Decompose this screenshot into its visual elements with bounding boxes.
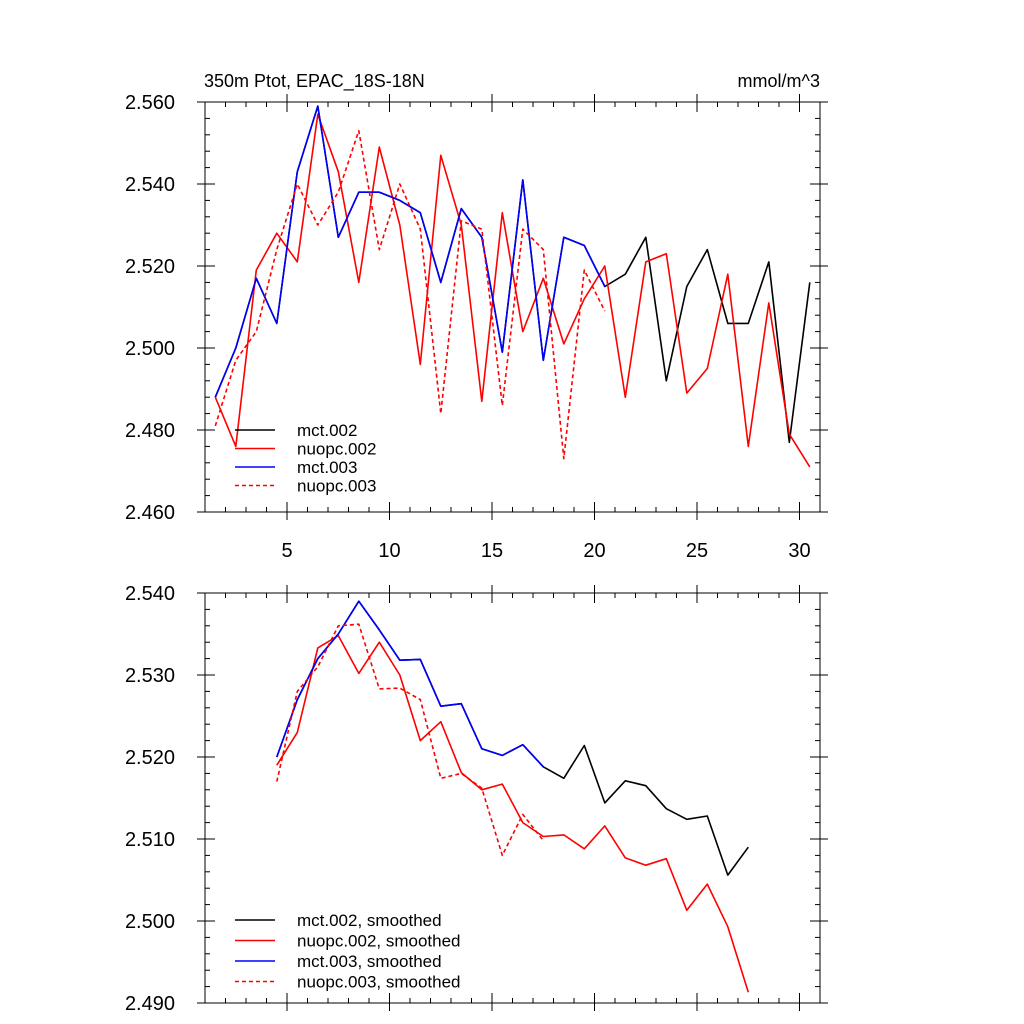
top-title-left: 350m Ptot, EPAC_18S-18N xyxy=(204,71,425,92)
top-plot-frame xyxy=(204,101,821,513)
top-ytick-label: 2.540 xyxy=(125,174,175,196)
top-xtick-label: 15 xyxy=(481,540,503,562)
bottom-ytick-label: 2.530 xyxy=(125,665,175,687)
top-xtick-label: 10 xyxy=(378,540,400,562)
top-legend-label: mct.003 xyxy=(297,458,357,477)
top-ytick-label: 2.520 xyxy=(125,256,175,278)
top-ytick-label: 2.480 xyxy=(125,420,175,442)
top-panel: 350m Ptot, EPAC_18S-18N mmol/m^3 5 10 15 20… xyxy=(125,71,828,562)
bottom-panel: 2.490 2.500 2.510 2.520 2.530 2.540 mct.002, … xyxy=(125,583,828,1015)
bottom-ytick-label: 2.540 xyxy=(125,583,175,605)
top-series-lines xyxy=(214,105,811,468)
bottom-series-nuopc-002-smoothed xyxy=(276,634,750,993)
bottom-legend-label: mct.003, smoothed xyxy=(297,952,442,971)
bottom-ytick-label: 2.510 xyxy=(125,829,175,851)
top-series-nuopc-003 xyxy=(214,129,606,460)
bottom-legend: mct.002, smoothed nuopc.002, smoothedmct.… xyxy=(235,911,461,992)
top-legend-label: nuopc.002 xyxy=(297,440,376,459)
top-xtick-label: 25 xyxy=(686,540,708,562)
top-xtick-label: 30 xyxy=(788,540,810,562)
bottom-ytick-label: 2.490 xyxy=(125,993,175,1015)
top-xtick-label: 5 xyxy=(281,540,292,562)
top-xtick-label: 20 xyxy=(583,540,605,562)
top-ytick-label: 2.500 xyxy=(125,338,175,360)
top-ytick-label: 2.560 xyxy=(125,92,175,114)
bottom-ytick-label: 2.520 xyxy=(125,747,175,769)
bottom-ytick-label: 2.500 xyxy=(125,911,175,933)
top-legend-label: mct.002 xyxy=(297,421,357,440)
bottom-series-mct-002-smoothed xyxy=(276,600,749,876)
bottom-legend-label: nuopc.002, smoothed xyxy=(297,932,461,951)
top-ytick-label: 2.460 xyxy=(125,502,175,524)
bottom-axes: 2.490 2.500 2.510 2.520 2.530 2.540 xyxy=(125,583,828,1015)
bottom-series-lines xyxy=(276,600,750,993)
bottom-legend-label: nuopc.003, smoothed xyxy=(297,973,461,992)
top-series-mct-003 xyxy=(214,105,606,398)
bottom-plot-frame xyxy=(204,592,821,1004)
bottom-series-mct-003-smoothed xyxy=(276,600,544,768)
top-series-nuopc-002 xyxy=(214,113,811,468)
bottom-legend-label: mct.002, smoothed xyxy=(297,911,442,930)
top-title-right: mmol/m^3 xyxy=(738,71,820,91)
top-legend-label: nuopc.003 xyxy=(297,477,376,496)
top-axes: 5 10 15 20 25 30 2.460 2.480 2.500 2.520 2.540 2.56… xyxy=(125,92,828,562)
